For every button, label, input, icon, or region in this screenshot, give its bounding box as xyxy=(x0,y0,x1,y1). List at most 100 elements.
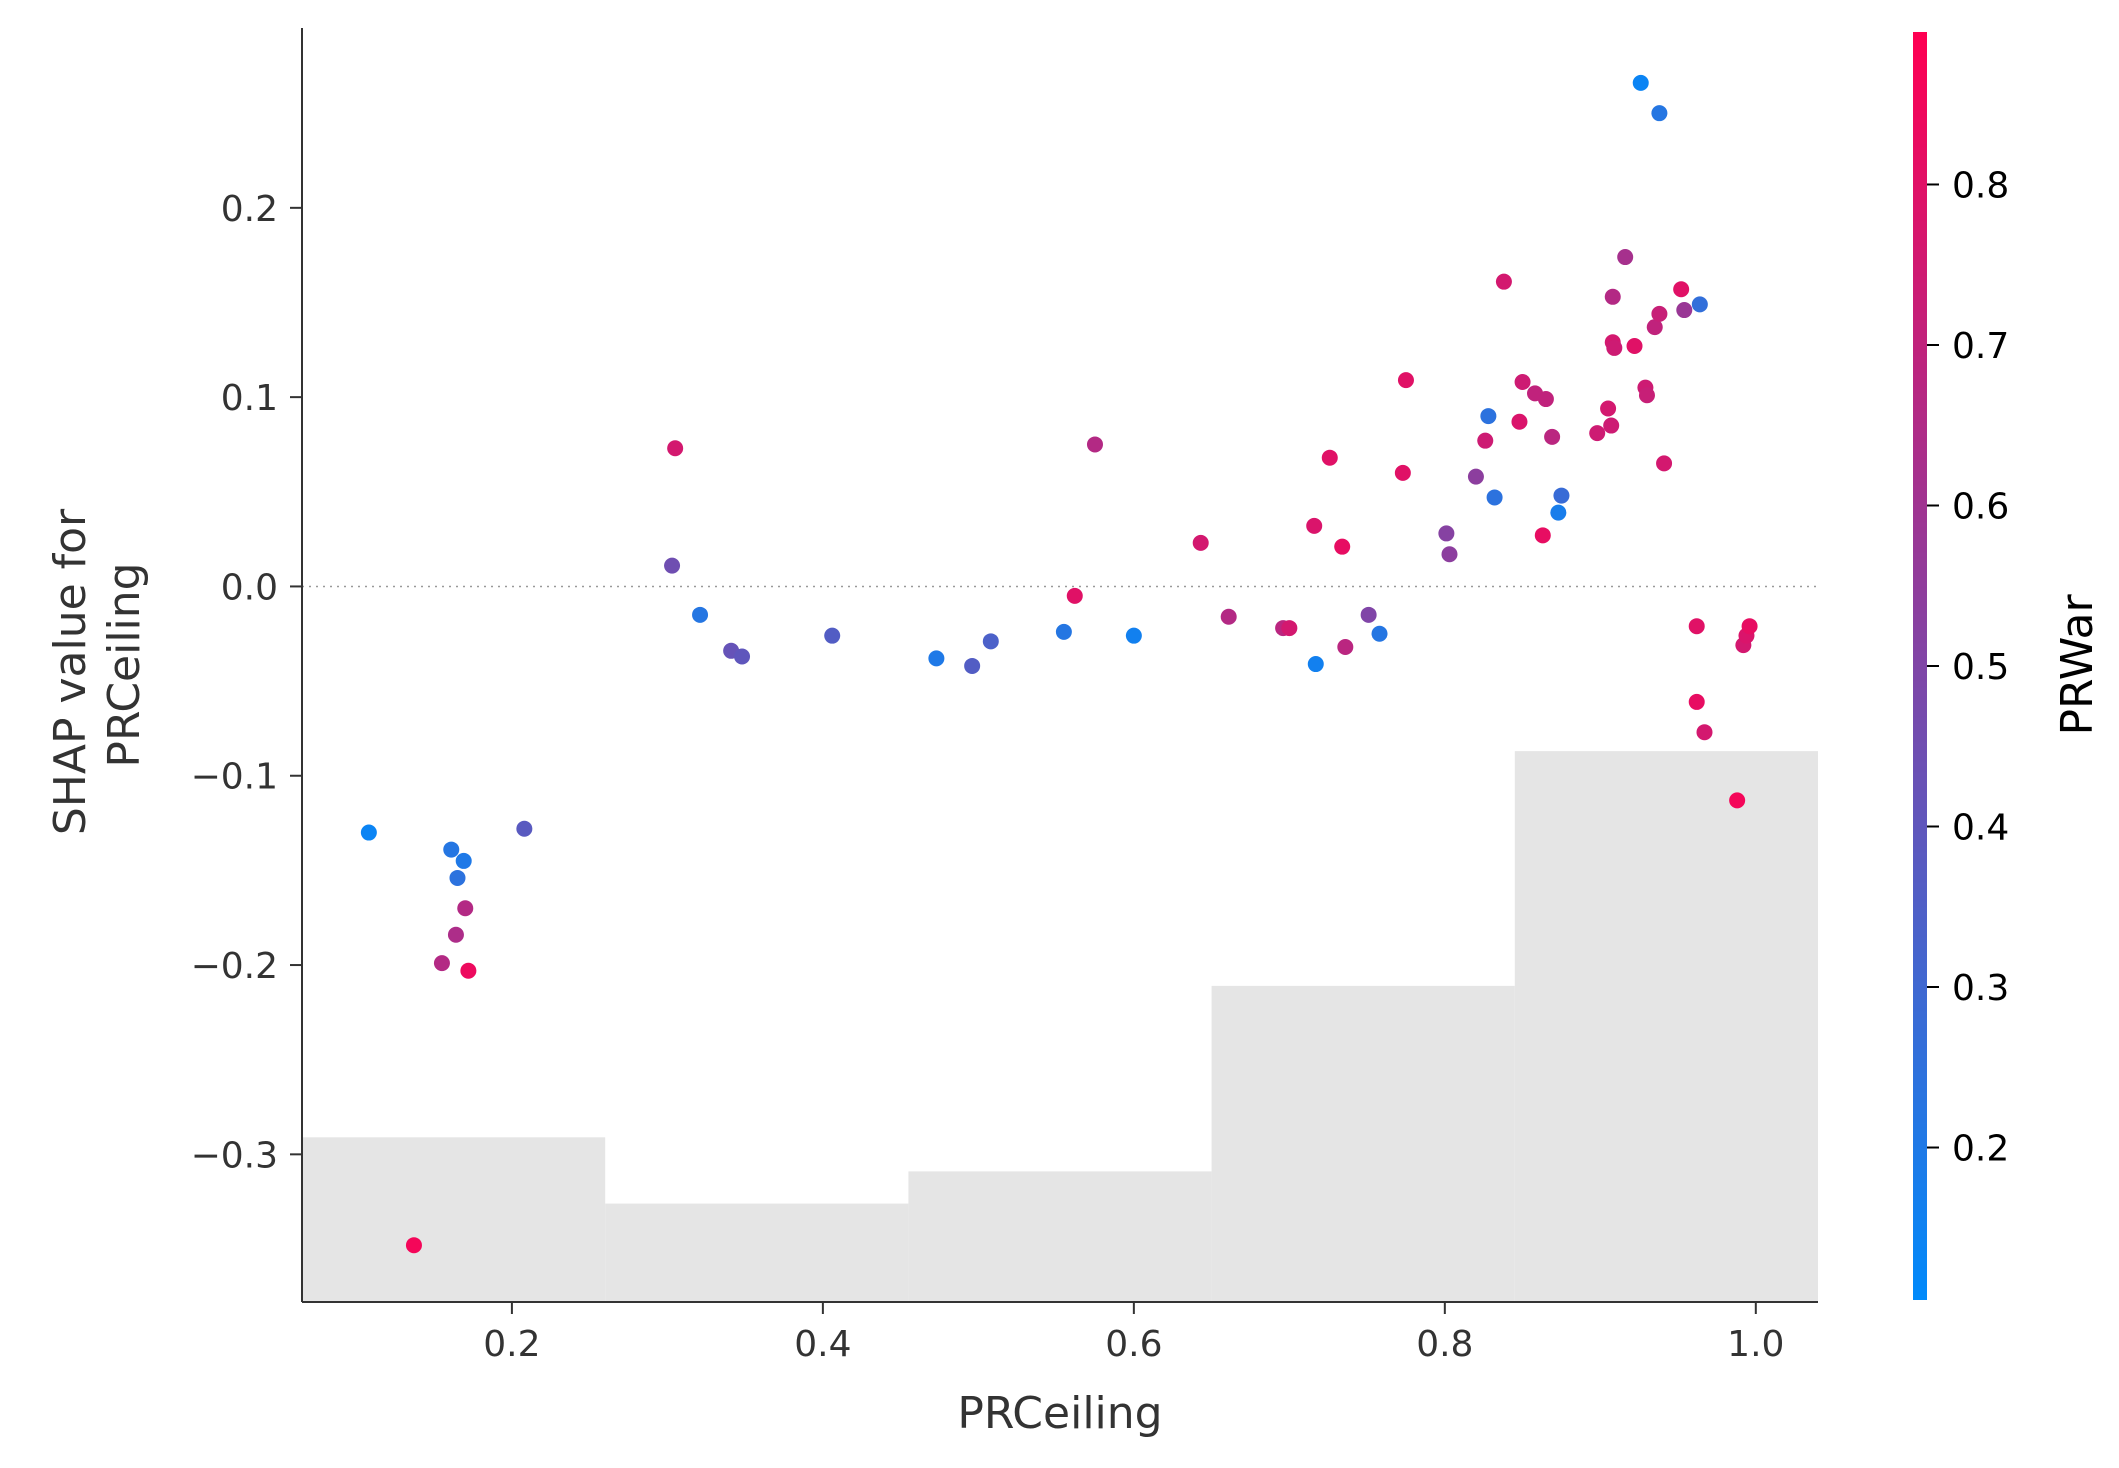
data-point xyxy=(1534,527,1551,544)
data-point xyxy=(405,1237,422,1254)
data-point xyxy=(433,955,450,972)
data-point xyxy=(1337,639,1354,656)
colorbar-tick-label: 0.4 xyxy=(1952,808,2009,849)
data-point xyxy=(1360,606,1377,623)
data-point xyxy=(1676,302,1693,319)
data-point xyxy=(1334,538,1351,555)
colorbar-tick-label: 0.5 xyxy=(1952,647,2009,688)
data-point xyxy=(692,606,709,623)
x-axis-ticks: 0.2 0.4 0.6 0.8 1.0 xyxy=(483,1302,1784,1365)
data-point xyxy=(1306,517,1323,534)
data-point xyxy=(1553,487,1570,504)
data-point xyxy=(455,852,472,869)
data-point xyxy=(1696,724,1713,741)
data-point xyxy=(1066,587,1083,604)
data-point xyxy=(1656,455,1673,472)
x-tick-label: 0.4 xyxy=(794,1324,851,1365)
histogram-bin xyxy=(605,1203,909,1302)
colorbar-tick-label: 0.6 xyxy=(1952,486,2009,527)
data-point xyxy=(516,820,533,837)
data-point xyxy=(1480,408,1497,425)
data-point xyxy=(1307,656,1324,673)
data-point xyxy=(1688,693,1705,710)
data-point xyxy=(1125,627,1142,644)
feature-histogram xyxy=(302,751,1818,1302)
y-axis-label: SHAP value for PRCeiling xyxy=(45,495,150,835)
data-point xyxy=(1281,620,1298,637)
data-point xyxy=(1673,281,1690,298)
data-point xyxy=(1651,105,1668,122)
data-point xyxy=(1394,464,1411,481)
data-point xyxy=(824,627,841,644)
x-tick-label: 0.6 xyxy=(1105,1324,1162,1365)
data-point xyxy=(982,633,999,650)
histogram-bin xyxy=(908,1171,1212,1302)
colorbar: 0.2 0.3 0.4 0.5 0.6 0.7 0.8 PRWar xyxy=(1913,32,2103,1300)
data-point xyxy=(1192,534,1209,551)
scatter-points xyxy=(360,74,1758,1254)
data-point xyxy=(1371,625,1388,642)
data-point xyxy=(1550,504,1567,521)
data-point xyxy=(1055,623,1072,640)
y-tick-label: −0.1 xyxy=(191,757,278,798)
data-point xyxy=(664,557,681,574)
data-point xyxy=(1514,373,1531,390)
data-point xyxy=(1606,339,1623,356)
data-point xyxy=(1589,425,1606,442)
y-tick-label: −0.3 xyxy=(191,1135,278,1176)
y-tick-label: 0.2 xyxy=(221,189,278,230)
data-point xyxy=(667,440,684,457)
histogram-bin xyxy=(1211,985,1515,1302)
data-point xyxy=(1691,296,1708,313)
data-point xyxy=(1086,436,1103,453)
data-point xyxy=(1626,338,1643,355)
data-point xyxy=(1495,273,1512,290)
x-axis-label: PRCeiling xyxy=(957,1388,1162,1439)
data-point xyxy=(1651,305,1668,322)
x-tick-label: 0.2 xyxy=(483,1324,540,1365)
y-tick-label: 0.1 xyxy=(221,378,278,419)
data-point xyxy=(1220,608,1237,625)
data-point xyxy=(460,962,477,979)
data-point xyxy=(449,869,466,886)
data-point xyxy=(1604,288,1621,305)
data-point xyxy=(1321,449,1338,466)
data-point xyxy=(1441,546,1458,563)
colorbar-gradient xyxy=(1913,32,1927,1300)
x-tick-label: 0.8 xyxy=(1416,1324,1473,1365)
data-point xyxy=(457,900,474,917)
x-tick-label: 1.0 xyxy=(1727,1324,1784,1365)
histogram-bin xyxy=(302,1137,606,1302)
y-tick-label: 0.0 xyxy=(221,567,278,608)
colorbar-tick-label: 0.7 xyxy=(1952,326,2009,367)
data-point xyxy=(1467,468,1484,485)
data-point xyxy=(1537,391,1554,408)
data-point xyxy=(1600,400,1617,417)
data-point xyxy=(734,648,751,665)
data-point xyxy=(1688,618,1705,635)
data-point xyxy=(1617,249,1634,266)
data-point xyxy=(1544,428,1561,445)
y-axis-label-line-1: SHAP value for xyxy=(45,508,96,835)
data-point xyxy=(1632,74,1649,91)
y-axis-ticks: 0.2 0.1 0.0 −0.1 −0.2 −0.3 xyxy=(191,189,302,1176)
data-point xyxy=(443,841,460,858)
colorbar-ticks: 0.2 0.3 0.4 0.5 0.6 0.7 0.8 xyxy=(1927,165,2009,1170)
y-axis-label-line-2: PRCeiling xyxy=(99,562,150,767)
data-point xyxy=(1741,618,1758,635)
data-point xyxy=(1638,387,1655,404)
data-point xyxy=(1438,525,1455,542)
data-point xyxy=(1603,417,1620,434)
colorbar-tick-label: 0.2 xyxy=(1952,1129,2009,1170)
data-point xyxy=(1729,792,1746,809)
data-point xyxy=(447,926,464,943)
y-tick-label: −0.2 xyxy=(191,946,278,987)
histogram-bin xyxy=(1514,751,1818,1302)
data-point xyxy=(1486,489,1503,506)
colorbar-tick-label: 0.8 xyxy=(1952,165,2009,206)
data-point xyxy=(1477,432,1494,449)
colorbar-tick-label: 0.3 xyxy=(1952,968,2009,1009)
data-point xyxy=(1646,319,1663,336)
colorbar-label: PRWar xyxy=(2052,594,2103,736)
